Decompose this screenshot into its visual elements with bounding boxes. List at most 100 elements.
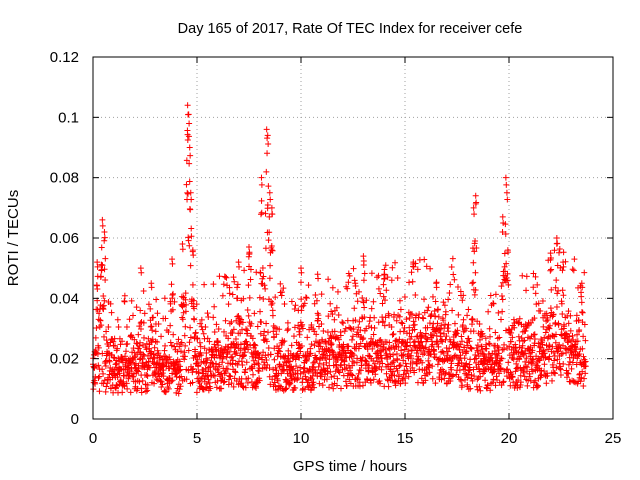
data-point [228,319,235,326]
data-point [298,269,305,276]
data-point [418,332,425,339]
data-point [252,342,259,349]
data-point [106,358,113,365]
data-point [234,295,241,302]
data-point [153,376,160,383]
data-point [540,323,547,330]
data-point [144,372,151,379]
data-point [517,353,524,360]
data-point [487,387,494,394]
data-point [381,275,388,282]
data-point [557,366,564,373]
data-point [311,342,318,349]
data-point [125,375,132,382]
data-point [217,354,224,361]
data-point [114,316,121,323]
data-point [222,274,229,281]
data-point [470,279,477,286]
data-point [263,320,270,327]
data-point [207,385,214,392]
data-point [502,231,509,238]
data-point [192,348,199,355]
data-point [301,369,308,376]
data-point [119,389,126,396]
y-tick-label: 0.04 [50,290,79,307]
data-point [257,270,264,277]
data-point [536,356,543,363]
data-point [424,307,431,314]
data-point [559,310,566,317]
data-point [124,385,131,392]
data-point [485,308,492,315]
data-point [204,357,211,364]
data-point [191,305,198,312]
data-point [182,308,189,315]
data-point [333,304,340,311]
data-point [233,349,240,356]
data-point [106,357,113,364]
data-point [458,338,465,345]
data-point [324,368,331,375]
data-point [264,201,271,208]
data-point [273,367,280,374]
data-point [148,339,155,346]
data-point [576,350,583,357]
data-point [329,284,336,291]
data-point [476,336,483,343]
data-point [507,369,514,376]
data-point [422,377,429,384]
data-point [500,379,507,386]
data-point [93,324,100,331]
data-point [95,362,102,369]
data-point [301,365,308,372]
data-point [509,373,516,380]
data-point [299,325,306,332]
data-point [541,334,548,341]
data-point [370,298,377,305]
data-point [318,291,325,298]
data-point [402,360,409,367]
data-point [335,336,342,343]
data-point [137,326,144,333]
data-point [412,291,419,298]
data-point [301,386,308,393]
data-point [394,367,401,374]
data-point [350,326,357,332]
data-point [117,341,124,348]
data-point [319,382,326,389]
data-point [399,352,406,359]
data-point [431,308,438,315]
data-point [567,327,574,334]
data-point [258,209,265,216]
data-point [382,262,389,269]
data-point [405,373,412,380]
data-point [133,340,140,347]
data-point [435,306,442,313]
data-point [166,354,173,361]
data-point [215,342,222,349]
data-point [403,363,410,370]
data-point [438,322,445,329]
data-point [373,366,380,373]
data-point [545,356,552,363]
data-point [99,216,106,223]
data-point [213,360,220,367]
data-point [348,371,355,378]
data-point [477,373,484,380]
data-point [429,293,436,300]
data-point [495,350,502,357]
data-point [198,316,205,323]
data-point [380,281,387,288]
data-point [181,353,188,360]
data-point [429,363,436,370]
data-point [437,325,444,332]
data-point [392,343,399,350]
data-point [264,150,271,157]
data-point [150,350,157,357]
data-point [312,292,319,299]
data-point [237,347,244,354]
data-point [384,354,391,361]
data-point [127,389,134,396]
data-point [381,322,388,329]
